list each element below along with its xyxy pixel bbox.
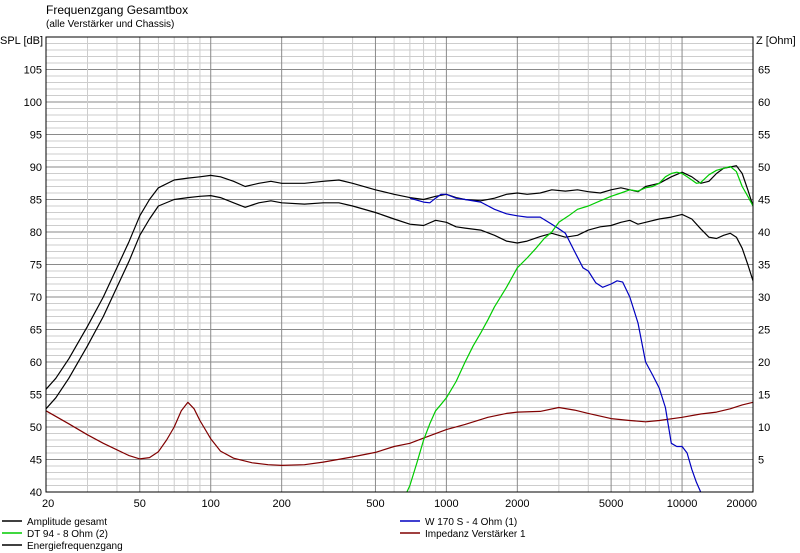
y-tick-right: 5 [758,455,764,467]
y-tick-right: 25 [758,325,770,337]
series-lines [45,165,754,493]
y-tick-right: 60 [758,97,770,109]
y-tick-left: 105 [24,65,42,77]
series-line-impedanz-verst-rker-1 [45,401,754,466]
y-tick-left: 55 [30,390,42,402]
y-tick-left: 90 [30,162,42,174]
series-line-w-170-s-4-ohm-1 [409,193,702,493]
y-tick-right: 15 [758,390,770,402]
legend-label: DT 94 - 8 Ohm (2) [27,529,108,540]
y-tick-left: 95 [30,130,42,142]
x-tick: 20 [42,498,54,510]
series-line-dt-94-8-ohm-2 [406,165,754,493]
legend-label: Energiefrequenzgang [27,541,123,552]
chart-subtitle: (alle Verstärker und Chassis) [46,19,174,30]
y-tick-right: 20 [758,357,770,369]
x-tick: 100 [202,498,220,510]
y-tick-right: 65 [758,65,770,77]
y-tick-left: 65 [30,325,42,337]
y-tick-left: 85 [30,195,42,207]
y-tick-left: 80 [30,227,42,239]
y-tick-left: 100 [24,97,42,109]
plot-frame [45,36,754,493]
y-tick-left: 50 [30,422,42,434]
y-axis-right-label: Z [Ohm] [756,35,796,47]
y-tick-left: 40 [30,487,42,499]
x-tick: 2000 [505,498,529,510]
y-tick-right: 45 [758,195,770,207]
series-line-energiefrequenzgang [45,195,754,410]
y-tick-left: 45 [30,455,42,467]
x-tick: 20000 [726,498,757,510]
y-tick-left: 70 [30,292,42,304]
y-tick-right: 50 [758,162,770,174]
x-tick: 50 [134,498,146,510]
x-tick: 200 [272,498,290,510]
y-tick-left: 60 [30,357,42,369]
y-tick-left: 75 [30,260,42,272]
x-tick: 500 [366,498,384,510]
x-tick: 10000 [667,498,698,510]
y-tick-right: 35 [758,260,770,272]
y-tick-right: 40 [758,227,770,239]
legend-label: Amplitude gesamt [27,517,107,528]
grid [46,37,753,492]
y-tick-right: 10 [758,422,770,434]
legend-label: W 170 S - 4 Ohm (1) [425,517,517,528]
legend-label: Impedanz Verstärker 1 [425,529,526,540]
x-tick: 5000 [599,498,623,510]
axis-ticks: 40 45 50 55 60 65 70 75 80 85 90 95 100 105 5 10 15 20 25 3… [24,65,771,511]
y-tick-right: 55 [758,130,770,142]
y-axis-left-label: SPL [dB] [0,35,43,47]
x-tick: 1000 [434,498,458,510]
chart-title: Frequenzgang Gesamtbox [46,3,188,17]
y-tick-right: 30 [758,292,770,304]
